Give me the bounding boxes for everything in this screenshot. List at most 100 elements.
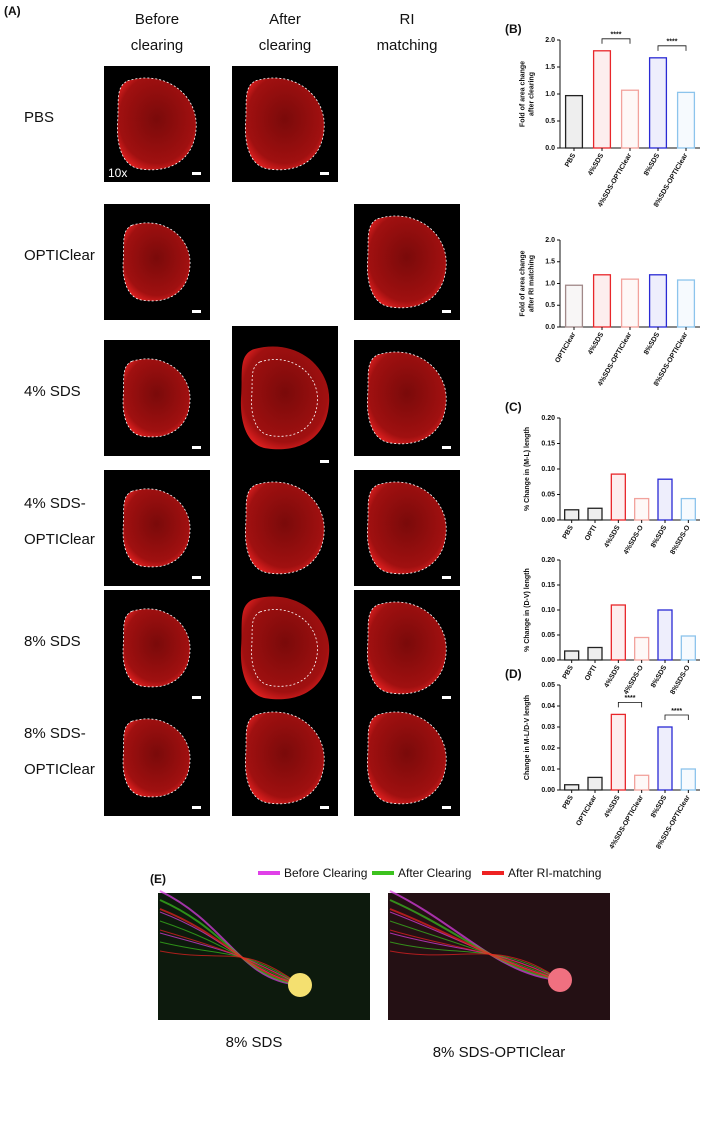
tissue-outline — [122, 608, 191, 688]
y-axis-label: Fold of area change — [519, 250, 526, 316]
scale-bar — [192, 696, 201, 699]
y-tick-label: 2.0 — [545, 237, 555, 244]
row-label: OPTIClear — [24, 761, 95, 778]
brain-tissue — [117, 77, 197, 170]
x-tick-label: PBS — [564, 152, 577, 168]
tissue-outline — [251, 609, 318, 687]
bar — [657, 478, 673, 521]
y-tick-label: 2.0 — [545, 37, 555, 44]
x-tick-label: 4%SDS — [603, 524, 621, 549]
y-tick-label: 0.15 — [541, 440, 555, 447]
y-tick-label: 0.03 — [541, 724, 555, 731]
bar — [610, 713, 626, 791]
bar — [680, 768, 696, 791]
panel-label: (C) — [505, 400, 522, 414]
legend-label: After RI-matching — [508, 866, 601, 880]
significance-bracket — [657, 45, 687, 51]
column-header: clearing — [259, 37, 312, 54]
y-tick-label: 0.04 — [541, 703, 555, 710]
y-tick-label: 0.20 — [541, 557, 555, 564]
row-label: 4% SDS — [24, 383, 81, 400]
tissue-outline — [122, 222, 191, 302]
scale-bar — [442, 310, 451, 313]
x-tick-label: 4%SDS-O — [623, 524, 645, 556]
row-label: 4% SDS- — [24, 495, 86, 512]
y-tick-label: 0.0 — [545, 145, 555, 152]
bar — [648, 274, 668, 328]
bar — [676, 279, 696, 328]
bar — [620, 278, 640, 328]
y-axis-label: Fold of area change — [519, 61, 526, 127]
row-label: 8% SDS- — [24, 725, 86, 742]
x-tick-label: 4%SDS — [587, 331, 605, 356]
tissue-outline — [367, 711, 447, 805]
scale-bar — [320, 806, 329, 809]
y-axis-label: after clearing — [528, 72, 535, 116]
bar — [634, 636, 650, 661]
brain-tissue — [245, 481, 325, 574]
brain-tissue — [367, 711, 447, 804]
brain-tissue — [367, 351, 447, 444]
y-tick-label: 0.05 — [541, 491, 555, 498]
brain-tissue — [240, 346, 330, 450]
y-tick-label: 0.01 — [541, 766, 555, 773]
scale-bar — [442, 696, 451, 699]
tissue-outline — [245, 77, 325, 171]
scale-bar — [442, 576, 451, 579]
bar — [564, 94, 584, 149]
bar — [564, 509, 580, 521]
x-tick-label: 4%SDS-O — [623, 664, 645, 696]
column-header: clearing — [131, 37, 184, 54]
x-tick-label: OPTIClear — [575, 794, 598, 827]
x-tick-label: 8%SDS-O — [669, 524, 691, 556]
row-label: OPTIClear — [24, 247, 95, 264]
y-tick-label: 0.10 — [541, 607, 555, 614]
image-caption: 8% SDS — [226, 1034, 283, 1051]
scale-bar — [192, 446, 201, 449]
x-tick-label: OPTI — [584, 524, 598, 542]
y-tick-label: 0.02 — [541, 745, 555, 752]
significance-bracket — [601, 38, 631, 44]
column-header: RI — [400, 11, 415, 28]
tissue-outline — [245, 481, 325, 575]
scale-bar — [192, 310, 201, 313]
scale-bar — [442, 446, 451, 449]
scale-bar — [320, 460, 329, 463]
bar — [564, 284, 584, 328]
brain-tissue — [367, 601, 447, 694]
y-tick-label: 0.15 — [541, 582, 555, 589]
tissue-outline — [122, 488, 191, 568]
brain-tissue — [245, 77, 325, 170]
brain-tissue — [367, 215, 447, 308]
tissue-outline — [117, 77, 197, 171]
column-header: matching — [377, 37, 438, 54]
brain-tissue — [240, 596, 330, 700]
bar — [680, 635, 696, 661]
tissue-outline — [367, 351, 447, 445]
x-tick-label: 4%SDS — [603, 664, 621, 689]
y-tick-label: 0.10 — [541, 466, 555, 473]
brain-tissue — [123, 488, 191, 567]
brain-tissue — [123, 608, 191, 687]
column-header: Before — [135, 11, 179, 28]
column-header: After — [269, 11, 301, 28]
x-tick-label: 8%SDS-O — [669, 664, 691, 696]
tissue-outline — [245, 711, 325, 805]
y-tick-label: 0.05 — [541, 682, 555, 689]
y-tick-label: 0.0 — [545, 324, 555, 331]
y-tick-label: 0.00 — [541, 517, 555, 524]
brain-tissue — [123, 718, 191, 797]
tissue-outline — [367, 215, 447, 309]
x-tick-label: OPTIClear — [554, 331, 577, 364]
bar — [676, 91, 696, 149]
bar — [587, 776, 603, 791]
soma — [288, 973, 312, 997]
panel-label: (B) — [505, 22, 522, 36]
neurite — [389, 929, 561, 981]
image-caption: 8% SDS-OPTIClear — [433, 1044, 566, 1061]
neurite — [389, 950, 561, 981]
bar — [592, 50, 612, 149]
bar — [564, 650, 580, 661]
y-tick-label: 1.0 — [545, 280, 555, 287]
bar — [610, 604, 626, 661]
